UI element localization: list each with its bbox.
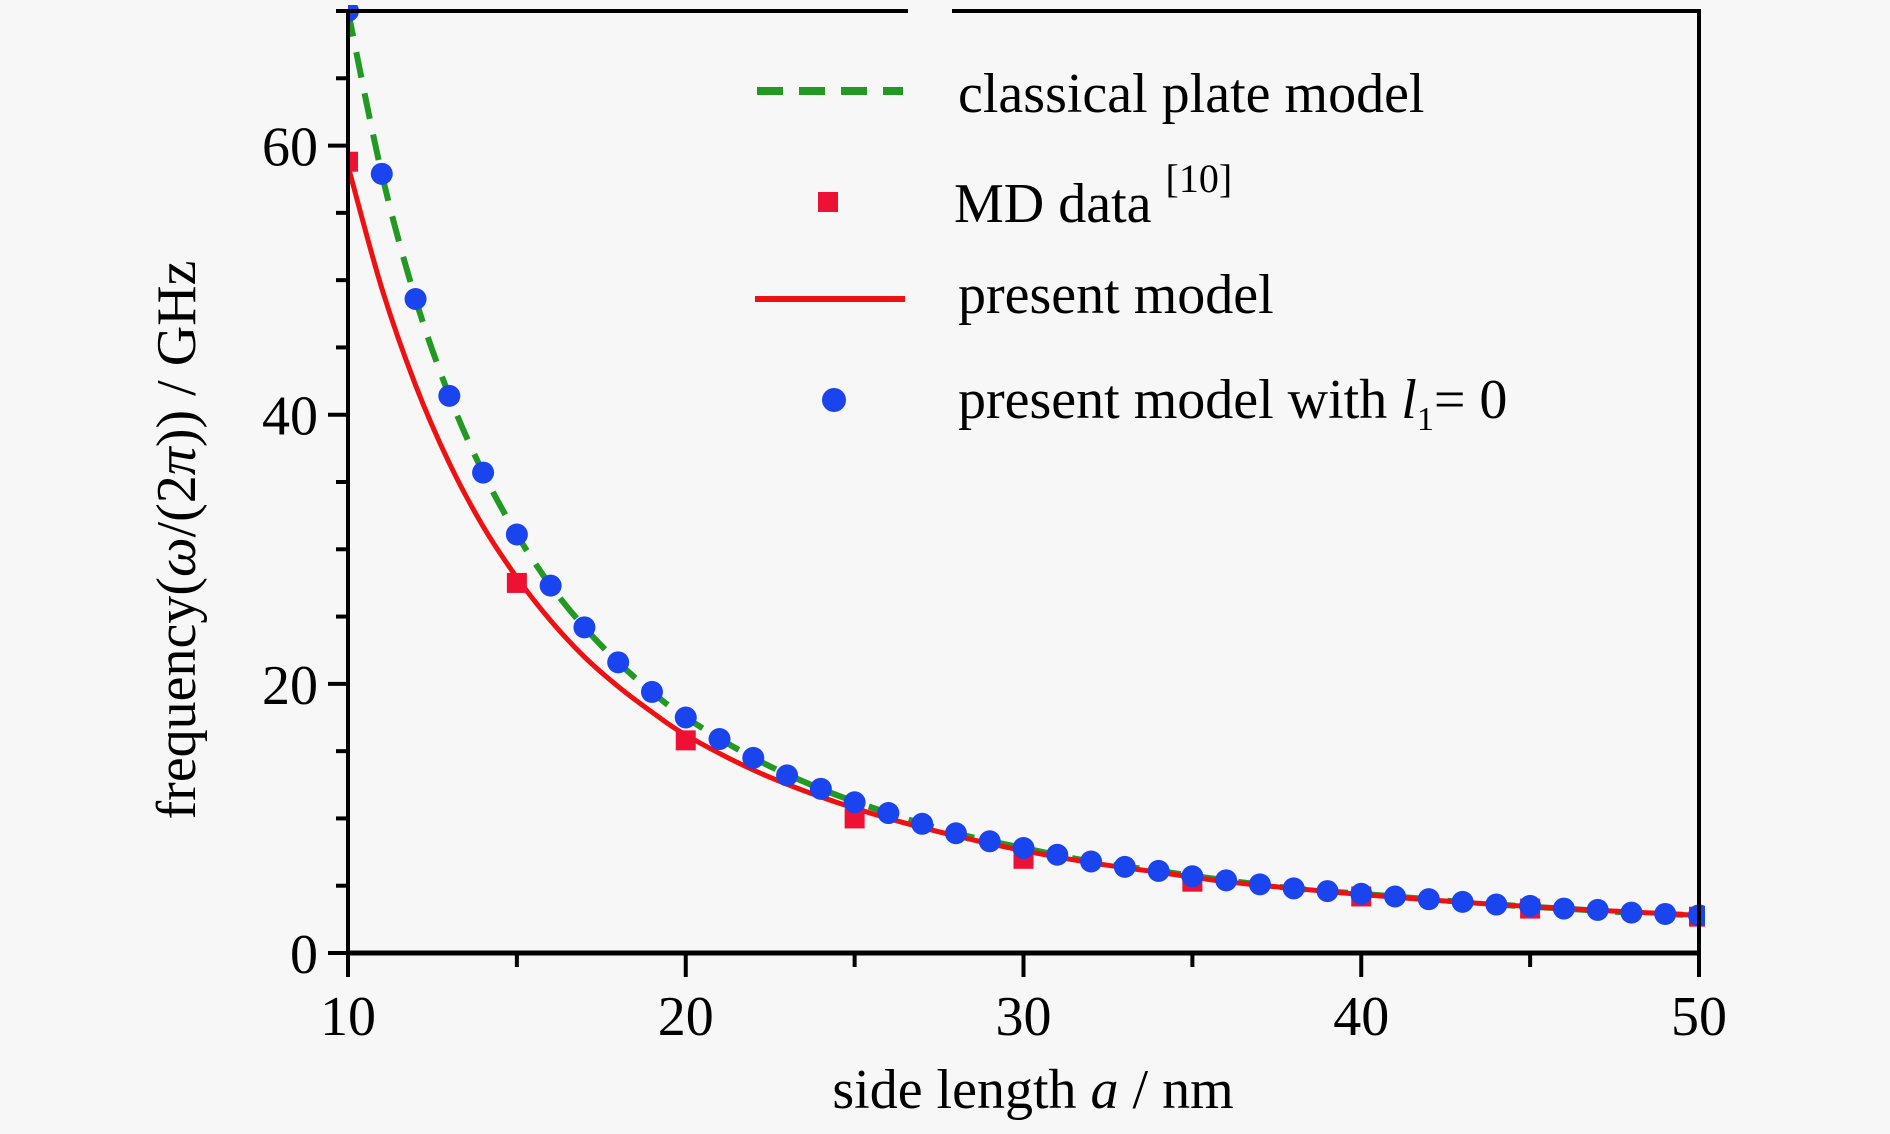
x-tick-label: 20 <box>658 986 714 1048</box>
l1-zero-data-point <box>1552 897 1575 920</box>
legend-item-present: present model <box>755 264 1274 326</box>
legend-item-present-l1-zero: present model with l1= 0 <box>822 369 1507 438</box>
l1-zero-data-point <box>505 523 528 546</box>
l1-zero-data-point <box>1654 902 1677 925</box>
legend: classical plate model MD data [10] presen… <box>755 63 1507 438</box>
l1-zero-data-point <box>607 651 630 674</box>
legend-label-present-l1-zero: present model with l1= 0 <box>958 369 1507 438</box>
plot-series <box>348 5 1705 927</box>
l1-zero-data-point <box>1012 837 1035 860</box>
x-tick-label: 40 <box>1333 986 1389 1048</box>
l1-zero-data-point <box>911 812 934 835</box>
legend-swatch-red-square <box>818 192 838 212</box>
x-ticks: 10 20 30 40 50 <box>320 953 1727 1048</box>
l1-zero-data-point <box>472 461 495 484</box>
l1-zero-data-point <box>809 777 832 800</box>
l1-zero-data-point <box>1451 890 1474 913</box>
l1-zero-data-point <box>1417 888 1440 911</box>
md-data-point <box>675 730 696 751</box>
x-tick-label: 10 <box>320 986 376 1048</box>
legend-item-md: MD data [10] <box>818 156 1232 235</box>
l1-zero-data-point <box>674 706 697 729</box>
l1-zero-data-point <box>404 287 427 310</box>
x-tick-label: 50 <box>1671 986 1727 1048</box>
l1-zero-data-point <box>1248 873 1271 896</box>
l1-zero-data-point <box>1113 855 1136 878</box>
l1-zero-data-point <box>539 574 562 597</box>
l1-zero-data-point <box>370 162 393 185</box>
md-data-point <box>844 808 865 829</box>
l1-zero-data-point <box>573 616 596 639</box>
l1-zero-data-point <box>1147 859 1170 882</box>
legend-label-present: present model <box>958 264 1274 326</box>
l1-zero-data-point <box>1215 869 1238 892</box>
legend-label-classical: classical plate model <box>958 63 1424 125</box>
l1-zero-data-point <box>1080 850 1103 873</box>
series-3 <box>348 5 1705 927</box>
legend-label-md: MD data [10] <box>954 156 1232 235</box>
md-data-point <box>506 572 527 593</box>
l1-zero-data-point <box>1046 843 1069 866</box>
l1-zero-data-point <box>1384 885 1407 908</box>
y-ticks: 0 20 40 60 <box>262 9 348 986</box>
l1-zero-data-point <box>843 791 866 814</box>
l1-zero-data-point <box>1282 877 1305 900</box>
l1-zero-data-point <box>877 802 900 825</box>
l1-zero-data-point <box>1519 894 1542 917</box>
y-tick-label: 40 <box>262 386 318 448</box>
l1-zero-data-point <box>708 728 731 751</box>
l1-zero-data-point <box>1586 898 1609 921</box>
y-tick-label: 20 <box>262 655 318 717</box>
l1-zero-data-point <box>1620 901 1643 924</box>
y-tick-label: 60 <box>262 117 318 179</box>
x-tick-label: 30 <box>996 986 1052 1048</box>
l1-zero-data-point <box>438 384 461 407</box>
l1-zero-data-point <box>1181 865 1204 888</box>
y-axis-title: frequency(ω/(2π)) / GHz <box>146 261 208 820</box>
l1-zero-data-point <box>742 746 765 769</box>
l1-zero-data-point <box>978 830 1001 853</box>
l1-zero-data-point <box>640 680 663 703</box>
l1-zero-data-point <box>1350 882 1373 905</box>
md-data-point <box>348 151 358 172</box>
l1-zero-data-point <box>1485 893 1508 916</box>
y-tick-label: 0 <box>290 924 318 986</box>
legend-swatch-blue-circle <box>822 388 846 412</box>
x-axis-title: side length a / nm <box>832 1059 1233 1121</box>
legend-item-classical: classical plate model <box>757 63 1424 125</box>
l1-zero-data-point <box>1316 880 1339 903</box>
l1-zero-data-point <box>944 822 967 845</box>
l1-zero-data-point <box>776 764 799 787</box>
